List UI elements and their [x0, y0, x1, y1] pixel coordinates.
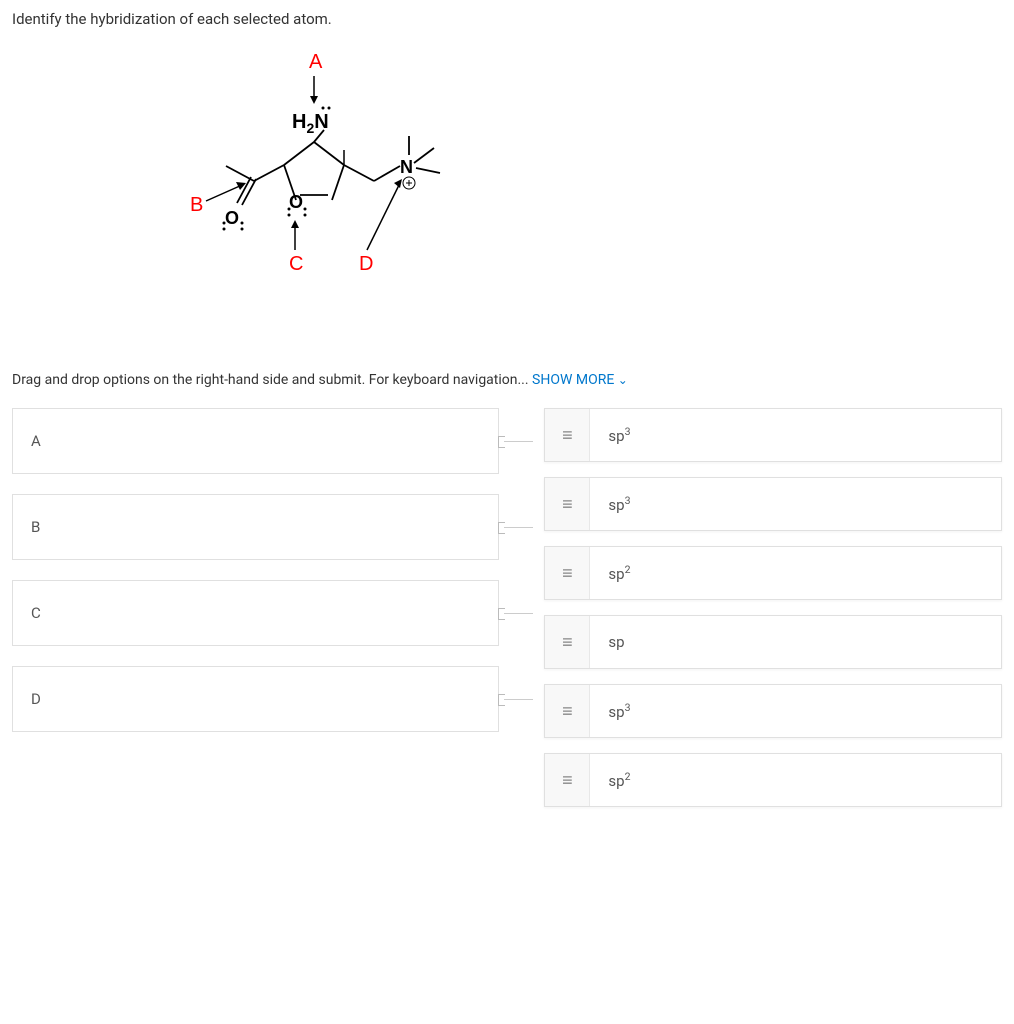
target-label: C — [31, 604, 41, 622]
option-sp3-3[interactable]: ≡ sp3 — [544, 684, 1002, 738]
target-b[interactable]: B — [12, 494, 499, 560]
label-c: C — [289, 253, 303, 275]
drag-drop-area: A B C D ≡ sp3 ≡ sp3 ≡ sp2 ≡ s — [12, 408, 1002, 807]
molecule-diagram: A H2N O O — [162, 48, 1002, 332]
option-value: sp3 — [590, 425, 630, 445]
instruction-text: Drag and drop options on the right-hand … — [12, 372, 1002, 388]
option-sp2-1[interactable]: ≡ sp2 — [544, 546, 1002, 600]
connector-line — [498, 699, 533, 700]
target-label: B — [31, 518, 40, 536]
option-sp3-1[interactable]: ≡ sp3 — [544, 408, 1002, 462]
drag-handle-icon[interactable]: ≡ — [545, 616, 590, 668]
target-a[interactable]: A — [12, 408, 499, 474]
options-column: ≡ sp3 ≡ sp3 ≡ sp2 ≡ sp ≡ sp3 ≡ sp2 — [544, 408, 1002, 807]
label-d: D — [359, 253, 373, 275]
target-d[interactable]: D — [12, 666, 499, 732]
question-prompt: Identify the hybridization of each selec… — [12, 10, 1002, 28]
option-value: sp — [590, 633, 624, 651]
target-c[interactable]: C — [12, 580, 499, 646]
chevron-down-icon: ⌄ — [618, 373, 628, 387]
n-plus: N — [400, 157, 413, 177]
option-value: sp2 — [590, 563, 630, 583]
label-a: A — [309, 51, 323, 73]
option-value: sp3 — [590, 494, 630, 514]
drag-handle-icon[interactable]: ≡ — [545, 547, 590, 599]
option-sp3-2[interactable]: ≡ sp3 — [544, 477, 1002, 531]
show-more-link[interactable]: SHOW MORE ⌄ — [532, 372, 628, 388]
option-value: sp2 — [590, 770, 630, 790]
drag-handle-icon[interactable]: ≡ — [545, 754, 590, 806]
ring-oxygen: O — [289, 192, 303, 212]
drag-handle-icon[interactable]: ≡ — [545, 478, 590, 530]
target-label: D — [31, 690, 41, 708]
connector-line — [498, 527, 533, 528]
drag-handle-icon[interactable]: ≡ — [545, 685, 590, 737]
label-b: B — [190, 194, 203, 216]
targets-column: A B C D — [12, 408, 499, 807]
option-value: sp3 — [590, 701, 630, 721]
target-label: A — [31, 432, 41, 450]
option-sp2-2[interactable]: ≡ sp2 — [544, 753, 1002, 807]
connector-line — [498, 613, 533, 614]
drag-handle-icon[interactable]: ≡ — [545, 409, 590, 461]
carbonyl-oxygen: O — [225, 208, 239, 228]
connector-line — [498, 441, 533, 442]
option-sp[interactable]: ≡ sp — [544, 615, 1002, 669]
